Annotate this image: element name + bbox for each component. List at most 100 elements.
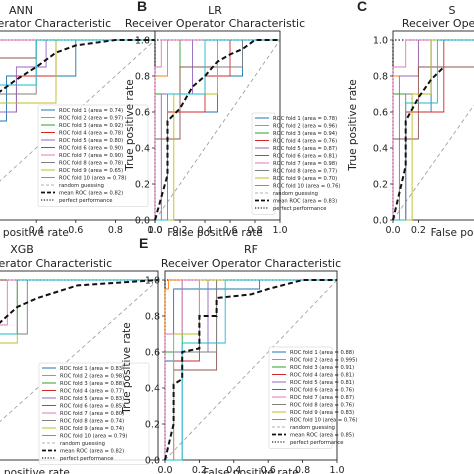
legend: ROC fold 1 (area = 0.83) ROC fold 2 (area… <box>38 362 150 465</box>
legend-entry-label: ROC fold 2 (area = 0.97) <box>59 116 123 122</box>
panel-letter: B <box>137 0 147 14</box>
y-axis-label: True positive rate <box>347 79 359 172</box>
panel-letter: C <box>357 0 367 14</box>
x-tick-label: 0.8 <box>108 225 123 236</box>
x-tick-label: 0.2 <box>172 225 187 236</box>
mean-roc-line <box>154 39 280 221</box>
y-tick-label: 0.0 <box>135 216 150 227</box>
chart-title: ANN <box>9 4 33 17</box>
x-tick-label: 0.0 <box>157 465 172 474</box>
y-tick-label: 0.6 <box>135 108 150 119</box>
y-tick-label: 0.6 <box>145 348 160 359</box>
legend-entry-label: ROC fold 5 (area = 0.83) <box>60 396 124 402</box>
chart-subtitle: Receiver Operator Characteristic <box>0 257 112 270</box>
x-tick-label: 0.4 <box>197 225 212 236</box>
x-tick-label: 0.4 <box>29 225 44 236</box>
x-tick-label: 0.6 <box>68 225 83 236</box>
chart-subtitle: Receiver Operator <box>402 17 474 30</box>
legend: ROC fold 1 (area = 0.78) ROC fold 2 (area… <box>251 112 340 215</box>
mean-roc-line <box>0 279 159 324</box>
legend-entry-label: perfect performance <box>290 440 343 446</box>
legend-entry-label: ROC fold 5 (area = 0.81) <box>290 380 354 386</box>
legend-entry-label: ROC fold 1 (area = 0.88) <box>290 350 354 356</box>
legend-entry-label: random guessing <box>273 191 318 197</box>
legend-entry-label: ROC fold 4 (area = 0.77) <box>60 389 124 395</box>
legend-entry-label: ROC fold 1 (area = 0.74) <box>59 108 123 114</box>
legend-entry-label: mean ROC (area = 0.83) <box>273 199 337 205</box>
x-tick-label: 1.0 <box>272 225 287 236</box>
roc-fold-10-line <box>165 279 337 461</box>
chart-subtitle: Receiver Operator Characteristic <box>0 17 111 30</box>
x-tick-label: 0.8 <box>295 465 310 474</box>
chart-subtitle: Receiver Operator Characteristic <box>161 257 341 270</box>
legend-entry-label: ROC fold 10 (area = 0.78) <box>59 176 126 182</box>
legend-entry-label: mean ROC (area = 0.85) <box>290 433 354 439</box>
y-tick-label: 0.4 <box>373 144 388 155</box>
legend-entry-label: ROC fold 6 (area = 0.85) <box>60 404 124 410</box>
x-axis-label: False positive rate <box>0 467 70 474</box>
y-tick-label: 1.0 <box>373 36 388 47</box>
legend-entry-label: ROC fold 3 (area = 0.91) <box>290 365 354 371</box>
y-tick-label: 0.0 <box>145 456 160 467</box>
y-tick-label: 1.0 <box>135 36 150 47</box>
y-tick-label: 0.2 <box>373 180 388 191</box>
y-tick-label: 0.4 <box>135 144 150 155</box>
legend-entry-label: ROC fold 3 (area = 0.92) <box>59 123 123 129</box>
roc-panel-2: 0.0 0.2 0.4 0.6 0.8 1.00.00.20.40.60.81.0LRRe… <box>124 0 340 239</box>
x-tick-label: 0.2 <box>411 225 426 236</box>
legend-entry-label: ROC fold 8 (area = 0.74) <box>60 419 124 425</box>
legend-entry-label: ROC fold 2 (area = 0.995) <box>290 358 357 364</box>
legend-entry-label: random guessing <box>290 425 335 431</box>
roc-fold-10-line <box>155 39 280 221</box>
legend-entry-label: ROC fold 4 (area = 0.76) <box>273 139 337 145</box>
x-tick-label: 1.0 <box>147 225 162 236</box>
legend-entry-label: ROC fold 4 (area = 0.78) <box>59 131 123 137</box>
legend-entry-label: ROC fold 7 (area = 0.80) <box>60 411 124 417</box>
legend-entry-label: ROC fold 5 (area = 0.80) <box>59 138 123 144</box>
legend-box <box>251 112 276 215</box>
roc-fold-10-line <box>0 39 155 86</box>
roc-fold-7-line <box>154 39 280 220</box>
y-tick-label: 0.2 <box>145 420 160 431</box>
legend-entry-label: ROC fold 1 (area = 0.83) <box>60 366 124 372</box>
y-tick-label: 0.8 <box>373 72 388 83</box>
legend-entry-label: perfect performance <box>273 206 326 212</box>
roc-panel-4: XGBReceiver Operator Characteristic False… <box>0 243 159 474</box>
legend-entry-label: perfect performance <box>60 456 113 462</box>
x-tick-label: 0.8 <box>247 225 262 236</box>
x-tick-label: 1.0 <box>329 465 344 474</box>
y-tick-label: 0.0 <box>373 216 388 227</box>
axes-frame <box>392 30 474 221</box>
chart-title: RF <box>244 243 258 256</box>
legend-entry-label: ROC fold 6 (area = 0.76) <box>290 388 354 394</box>
legend-entry-label: ROC fold 6 (area = 0.90) <box>59 146 123 152</box>
legend-entry-label: ROC fold 3 (area = 0.88) <box>60 381 124 387</box>
legend-entry-label: ROC fold 4 (area = 0.81) <box>290 373 354 379</box>
legend-entry-label: ROC fold 9 (area = 0.70) <box>273 176 337 182</box>
legend-entry-label: ROC fold 8 (area = 0.76) <box>290 403 354 409</box>
x-axis-label: False positive rate <box>203 467 299 474</box>
chart-title: S <box>449 4 456 17</box>
x-tick-label: 0.0 <box>385 225 400 236</box>
y-tick-label: 0.8 <box>135 72 150 83</box>
legend-entry-label: ROC fold 2 (area = 0.98) <box>60 374 124 380</box>
roc-fold-5-line <box>0 39 155 113</box>
y-tick-label: 0.4 <box>145 384 160 395</box>
legend-entry-label: mean ROC (area = 0.82) <box>60 449 124 455</box>
random-guessing-line <box>154 39 281 221</box>
y-tick-label: 0.6 <box>373 108 388 119</box>
legend-entry-label: ROC fold 9 (area = 0.74) <box>60 426 124 432</box>
x-tick-label: 0.0 <box>147 225 162 236</box>
legend-entry-label: ROC fold 10 (area = 0.79) <box>60 434 127 440</box>
roc-fold-10-line <box>0 279 158 335</box>
legend-entry-label: ROC fold 9 (area = 0.83) <box>290 410 354 416</box>
x-axis-label: False po <box>431 227 474 239</box>
legend-entry-label: ROC fold 10 (area = 0.76) <box>273 184 340 190</box>
x-tick-label: 0.6 <box>261 465 276 474</box>
panel-letter: E <box>139 235 148 251</box>
chart-subtitle: Receiver Operator Characteristic <box>125 17 305 30</box>
x-tick-label: 0.6 <box>222 225 237 236</box>
